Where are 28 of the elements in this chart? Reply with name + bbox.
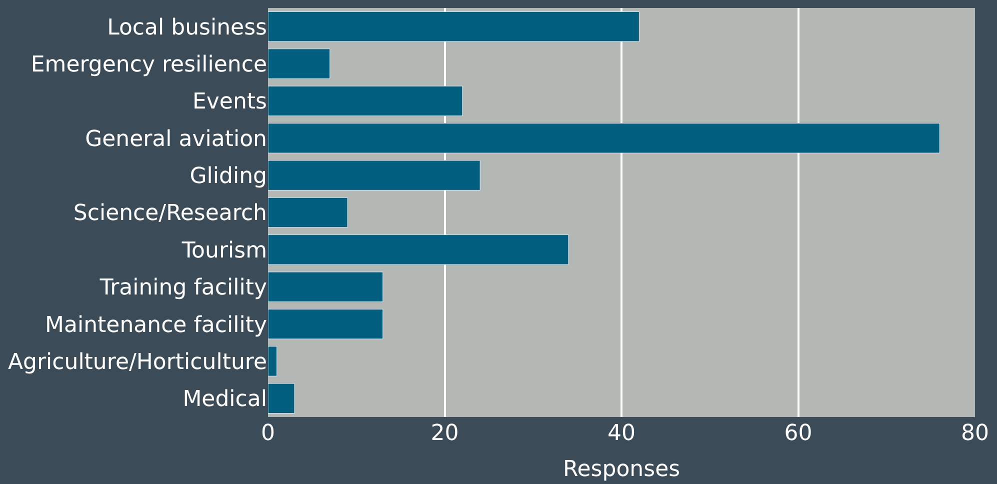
bar	[268, 308, 384, 340]
y-tick-label: Medical	[182, 387, 267, 412]
bar	[268, 197, 348, 228]
x-axis-title: Responses	[562, 456, 680, 482]
y-tick-label: Training facility	[98, 276, 267, 301]
y-tick-label: General aviation	[85, 126, 267, 152]
x-tick-label: 60	[784, 421, 812, 446]
y-tick-label: Tourism	[180, 238, 267, 264]
bar	[268, 160, 480, 190]
y-tick-label: Emergency resilience	[30, 52, 267, 78]
x-tick-label: 20	[430, 421, 459, 446]
y-tick-label: Maintenance facility	[45, 312, 267, 338]
bar	[268, 48, 330, 79]
bar	[268, 383, 295, 414]
y-tick-label: Local business	[107, 15, 267, 40]
y-tick-label: Science/Research	[73, 201, 267, 226]
y-tick-label: Agriculture/Horticulture	[8, 350, 267, 375]
x-tick-label: 0	[261, 421, 275, 446]
bar	[268, 272, 384, 302]
bar	[268, 123, 940, 154]
x-tick-label: 80	[961, 421, 989, 446]
x-tick-label: 40	[608, 421, 636, 446]
y-tick-label: Events	[192, 90, 267, 115]
bar	[268, 234, 569, 265]
y-tick-label: Gliding	[190, 164, 267, 190]
bar	[268, 11, 640, 42]
bar	[268, 346, 278, 376]
bar	[268, 86, 463, 116]
